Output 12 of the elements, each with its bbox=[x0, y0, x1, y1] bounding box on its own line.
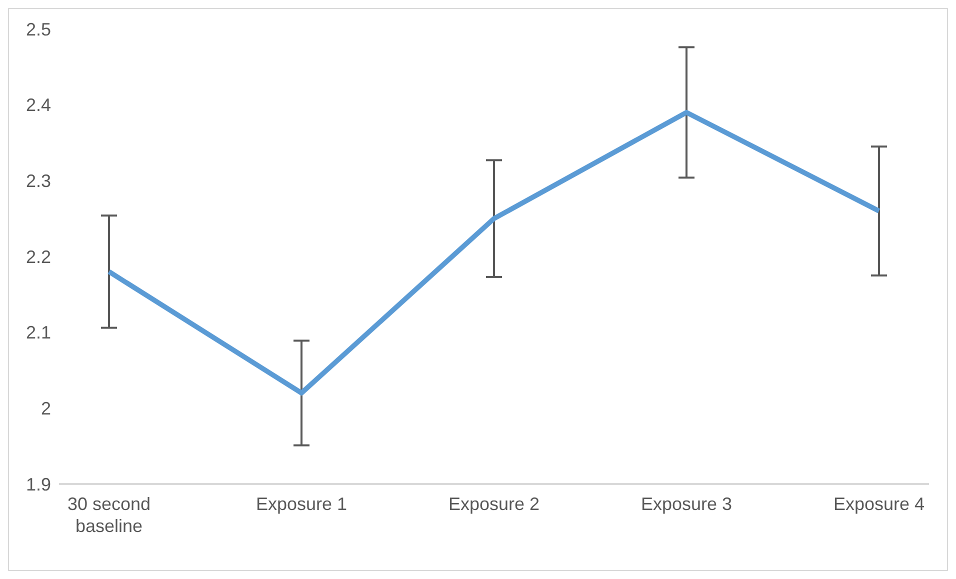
x-tick-label: Exposure 2 bbox=[448, 494, 540, 514]
y-tick-label: 2.1 bbox=[26, 322, 51, 343]
y-tick-label: 1.9 bbox=[26, 474, 51, 494]
y-tick-label: 2.3 bbox=[26, 171, 51, 192]
y-tick-label: 2 bbox=[40, 398, 51, 419]
x-tick-label: Exposure 4 bbox=[833, 494, 925, 514]
x-tick-label: 30 second baseline bbox=[67, 494, 151, 536]
y-tick-label: 2.2 bbox=[26, 246, 51, 267]
x-tick-label: Exposure 3 bbox=[640, 494, 732, 514]
y-tick-label: 2.5 bbox=[26, 19, 51, 40]
x-tick-label: Exposure 1 bbox=[256, 494, 348, 514]
y-tick-label: 2.4 bbox=[26, 95, 51, 116]
